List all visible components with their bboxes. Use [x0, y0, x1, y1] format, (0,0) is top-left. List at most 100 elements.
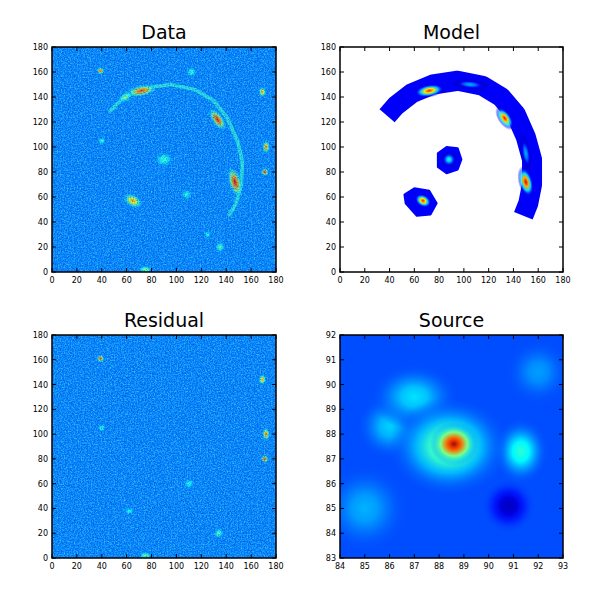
x-tick [276, 335, 277, 339]
source-blob [411, 190, 434, 211]
x-tick [276, 554, 277, 558]
x-tick [151, 554, 152, 558]
source-blob [514, 164, 537, 200]
x-tick [201, 47, 202, 51]
y-tick-label: 92 [326, 331, 336, 340]
x-tick-label: 160 [243, 276, 258, 285]
y-tick [559, 97, 563, 98]
y-tick [559, 384, 563, 385]
x-tick-label: 60 [122, 562, 132, 571]
y-tick-label: 0 [43, 268, 48, 277]
y-tick-label: 100 [321, 143, 336, 152]
y-tick [272, 533, 276, 534]
x-tick [463, 554, 464, 558]
y-tick-label: 88 [326, 430, 336, 439]
region [438, 147, 462, 173]
y-tick-label: 120 [33, 118, 48, 127]
x-tick [463, 47, 464, 51]
x-tick [340, 335, 341, 339]
panel: 0204060801001201401601800204060801001201… [33, 309, 284, 571]
y-tick [52, 97, 56, 98]
source-blob [517, 134, 534, 173]
y-tick-label: 160 [321, 68, 336, 77]
y-tick-label: 85 [326, 504, 336, 513]
y-tick-label: 0 [331, 268, 336, 277]
y-tick [559, 222, 563, 223]
x-tick [201, 554, 202, 558]
y-tick [52, 122, 56, 123]
y-tick [272, 384, 276, 385]
y-tick [272, 335, 276, 336]
y-tick-label: 86 [326, 480, 336, 489]
x-tick-label: 120 [481, 276, 496, 285]
x-tick-label: 40 [384, 276, 394, 285]
y-tick [340, 147, 344, 148]
noise-dark [52, 47, 276, 272]
y-tick [52, 247, 56, 248]
x-tick [151, 47, 152, 51]
source-blob [412, 81, 447, 100]
x-tick [126, 268, 127, 272]
x-tick-label: 120 [194, 562, 209, 571]
x-tick-label: 86 [384, 562, 394, 571]
y-tick-label: 60 [38, 193, 48, 202]
y-tick-label: 0 [43, 554, 48, 563]
y-tick [340, 97, 344, 98]
y-tick [272, 458, 276, 459]
y-tick [340, 122, 344, 123]
panel-title: Residual [124, 309, 204, 331]
x-tick [101, 335, 102, 339]
y-tick [559, 458, 563, 459]
x-tick [563, 335, 564, 339]
panel-title: Data [141, 21, 186, 43]
x-tick-label: 91 [508, 562, 518, 571]
y-tick [340, 222, 344, 223]
y-tick [559, 247, 563, 248]
y-tick [340, 409, 344, 410]
y-tick [272, 122, 276, 123]
y-tick-label: 20 [38, 243, 48, 252]
background [52, 47, 276, 272]
x-tick-label: 140 [506, 276, 521, 285]
x-tick-label: 60 [122, 276, 132, 285]
background [52, 335, 276, 558]
panel-title: Model [423, 21, 480, 43]
y-tick [272, 508, 276, 509]
y-tick-label: 80 [38, 168, 48, 177]
y-tick [272, 434, 276, 435]
x-tick [439, 554, 440, 558]
y-tick-label: 100 [33, 143, 48, 152]
x-tick-label: 140 [219, 562, 234, 571]
arc [387, 81, 532, 216]
y-tick [52, 197, 56, 198]
x-tick [538, 554, 539, 558]
x-tick-label: 40 [97, 562, 107, 571]
y-tick [340, 335, 344, 336]
x-tick-label: 180 [268, 276, 283, 285]
y-tick [340, 359, 344, 360]
y-tick [52, 147, 56, 148]
x-tick [488, 47, 489, 51]
source-blob [491, 103, 518, 133]
x-tick [276, 268, 277, 272]
x-tick [563, 554, 564, 558]
y-tick [52, 335, 56, 336]
x-tick [176, 335, 177, 339]
y-tick [52, 533, 56, 534]
y-tick-label: 89 [326, 405, 336, 414]
y-tick-label: 40 [326, 218, 336, 227]
x-tick [176, 47, 177, 51]
y-tick [559, 558, 563, 559]
x-tick-label: 0 [49, 276, 54, 285]
y-tick-label: 20 [38, 529, 48, 538]
x-tick [513, 268, 514, 272]
x-tick [364, 335, 365, 339]
y-tick-label: 180 [33, 331, 48, 340]
y-tick [559, 72, 563, 73]
x-tick [251, 268, 252, 272]
x-tick-label: 0 [49, 562, 54, 571]
y-tick [272, 558, 276, 559]
x-tick [52, 554, 53, 558]
x-tick [389, 554, 390, 558]
y-tick [340, 172, 344, 173]
